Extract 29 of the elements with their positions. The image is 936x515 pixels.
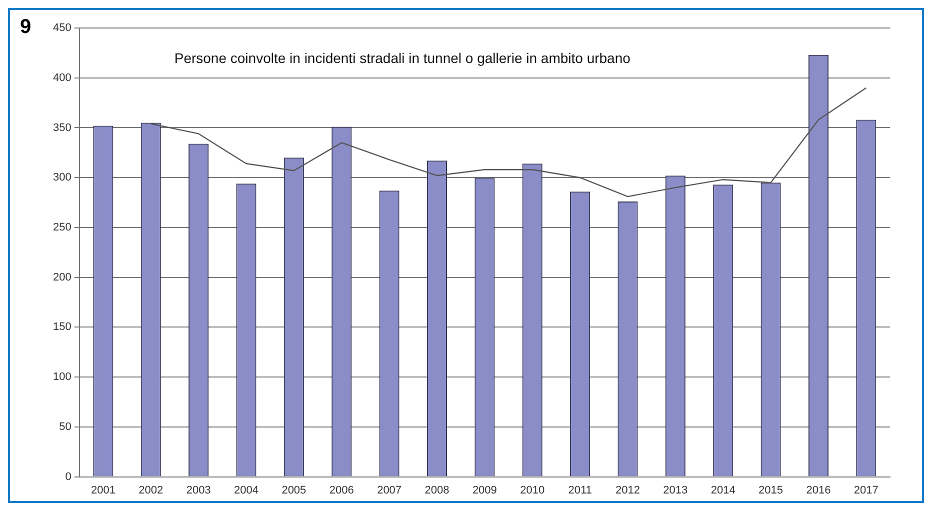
x-tick-label: 2011 [568,484,592,496]
y-tick-label: 200 [52,271,72,284]
x-tick-label: 2017 [854,484,878,496]
x-tick-label: 2005 [282,484,306,496]
x-tick-label: 2013 [663,484,688,496]
x-tick-label: 2009 [472,484,497,496]
x-tick-label: 2003 [186,484,211,496]
x-tick-label: 2006 [329,484,354,496]
x-tick-label: 2008 [424,484,450,496]
text: 9 [20,16,32,39]
y-tick-label: 50 [59,420,72,433]
y-tick-label: 150 [52,321,72,334]
x-tick-label: 2002 [138,484,164,496]
x-tick-label: 2014 [710,484,736,496]
y-tick-label: 0 [65,470,72,483]
y-tick-label: 250 [52,222,72,234]
x-tick-label: 2001 [90,484,116,496]
y-tick-label: 300 [52,172,72,184]
x-tick-label: 2010 [520,484,545,496]
y-tick-label: 400 [52,72,72,84]
x-tick-label: 2012 [615,484,640,496]
x-tick-label: 2007 [377,484,402,496]
x-tick-label: 2016 [806,484,831,496]
text: Persone coinvolte in incidenti stradali in tunnel o gallerie in ambito urbano [174,50,631,66]
y-tick-label: 100 [52,371,72,384]
x-tick-label: 2015 [758,484,784,496]
x-tick-label: 2004 [234,484,258,496]
y-tick-label: 350 [52,122,72,134]
y-tick-label: 450 [52,22,72,34]
